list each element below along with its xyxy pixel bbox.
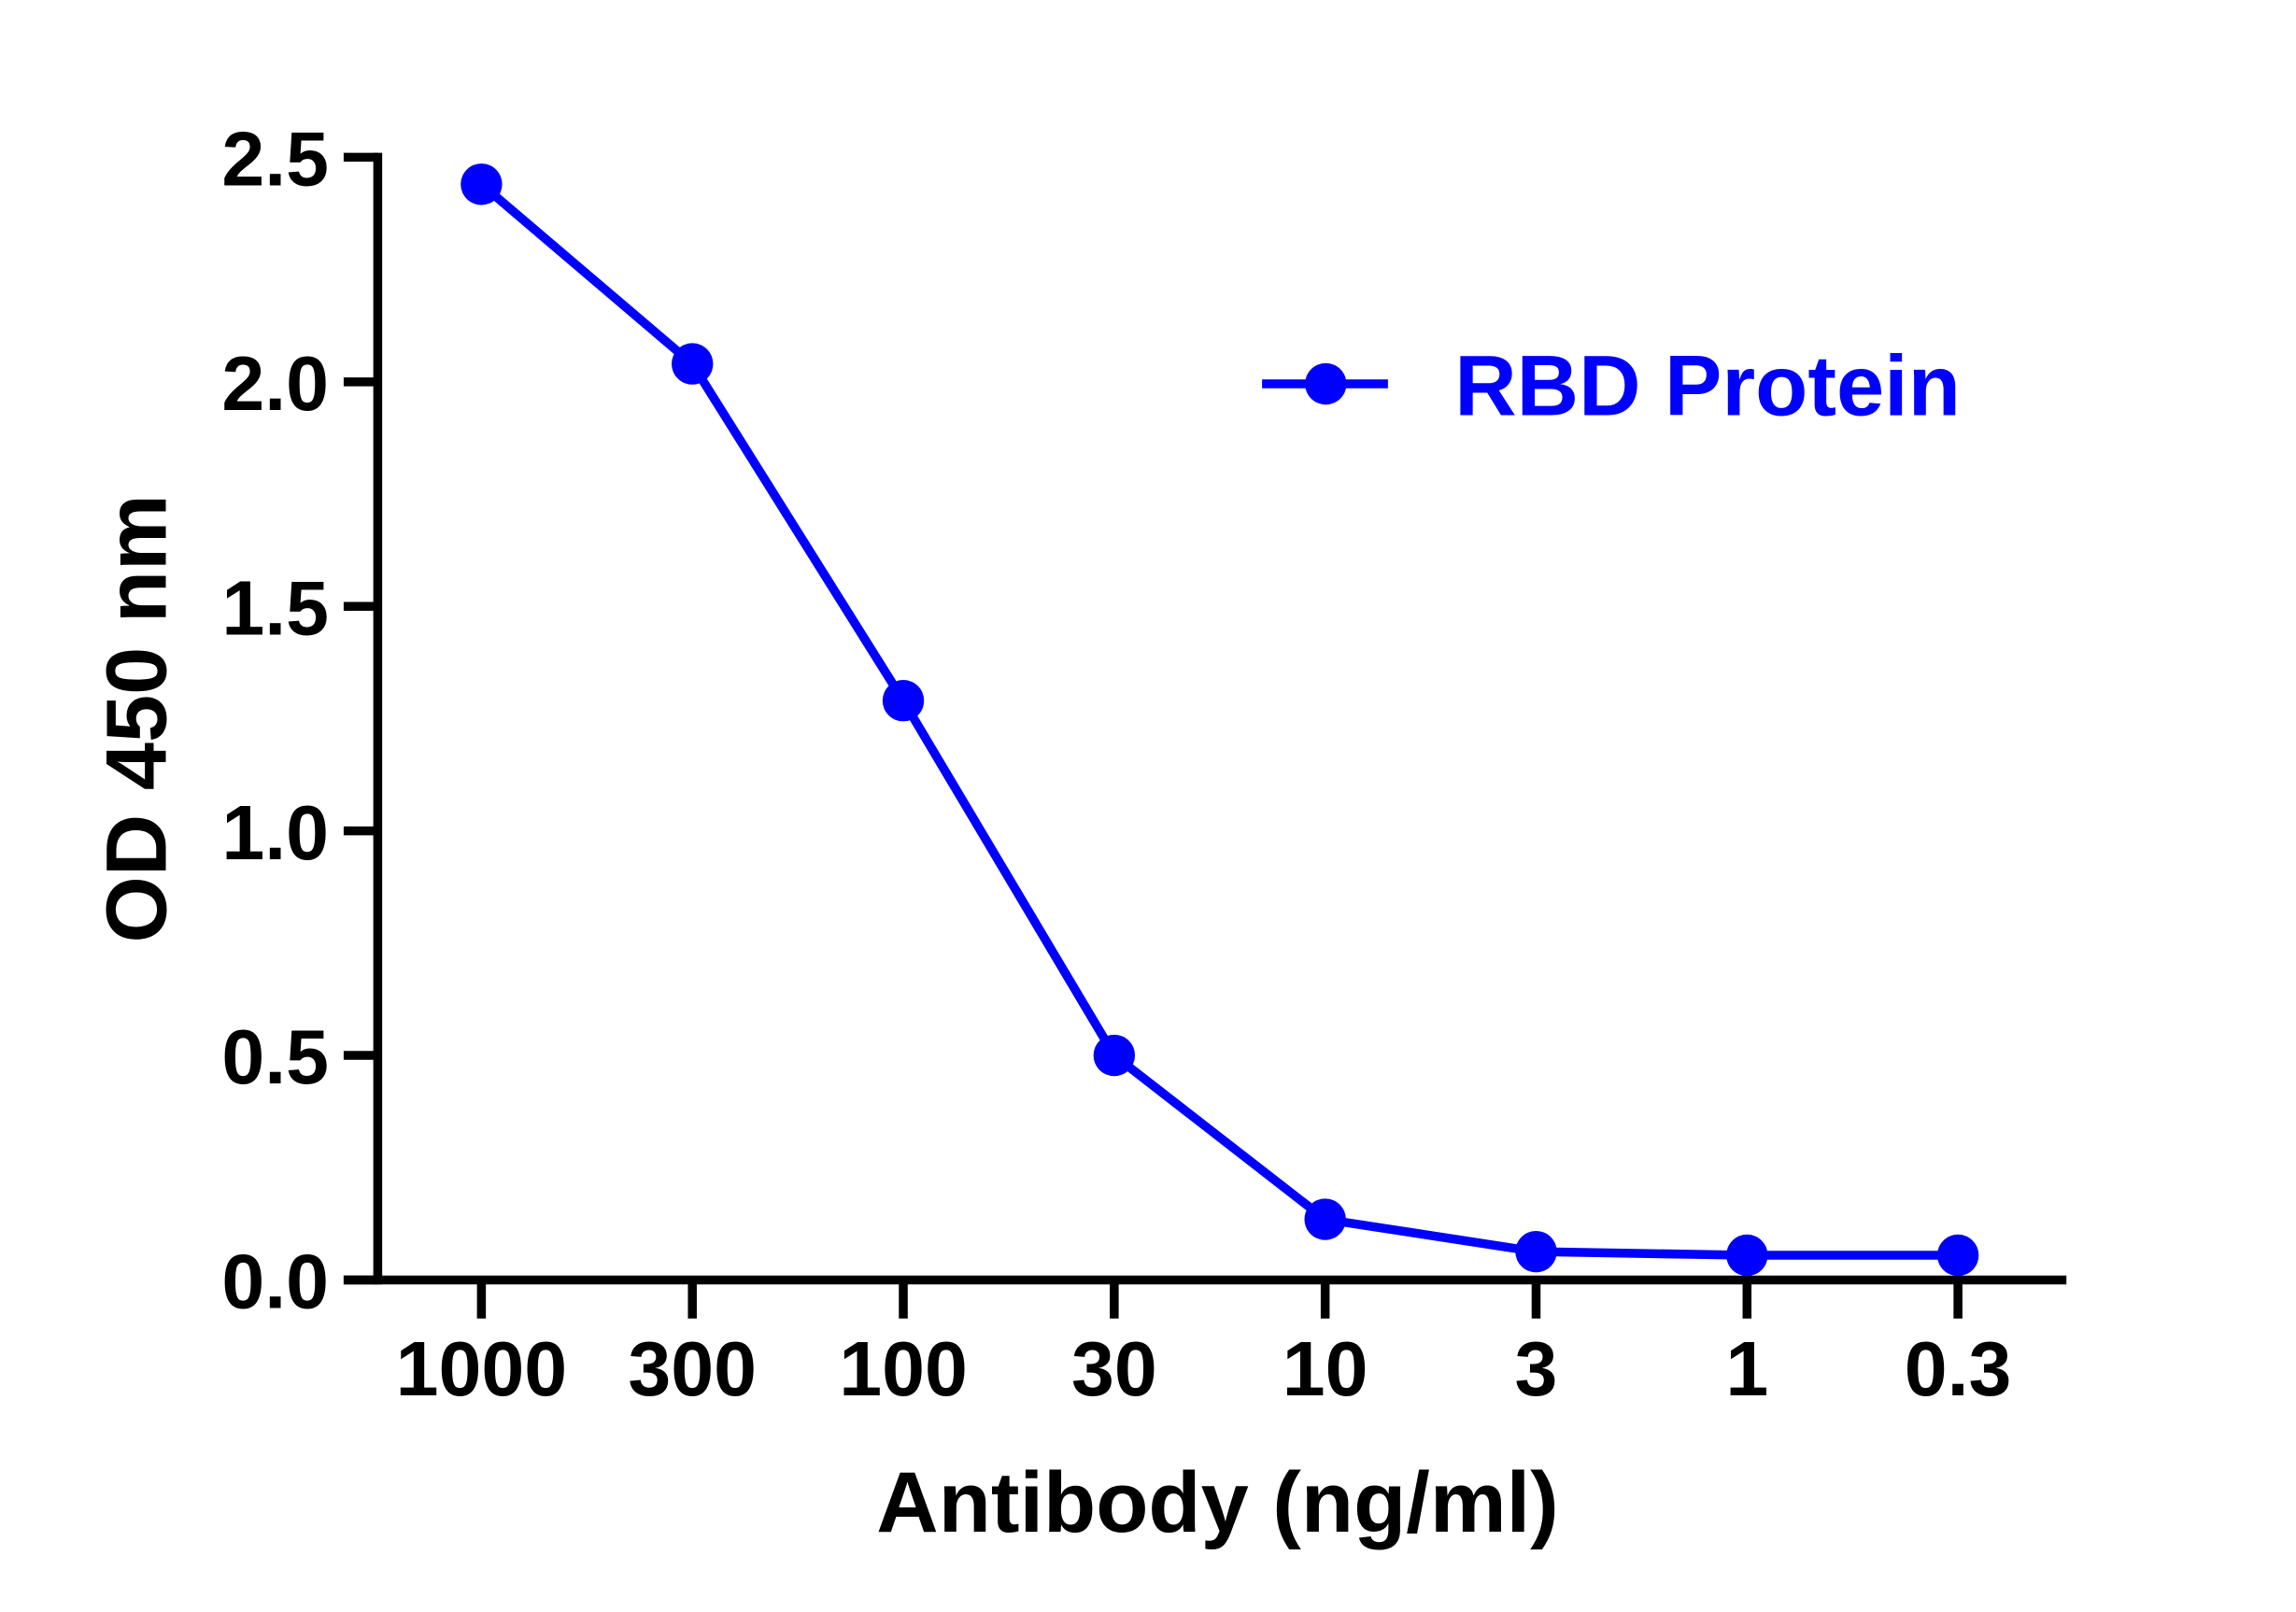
y-tick-label: 2.0 — [221, 341, 329, 427]
x-tick-label: 10 — [1283, 1326, 1368, 1412]
data-point — [1515, 1230, 1557, 1273]
data-point — [1936, 1234, 1979, 1277]
x-tick-label: 30 — [1071, 1326, 1157, 1412]
plot-area — [461, 163, 1979, 1277]
y-tick-label: 0.5 — [221, 1014, 329, 1100]
y-tick-label: 2.5 — [221, 117, 329, 203]
x-axis-label: Antibody (ng/ml) — [876, 1455, 1559, 1550]
x-axis: 1000 300 100 30 10 3 1 0.3 — [343, 1275, 2067, 1412]
x-tick-label: 100 — [839, 1326, 968, 1412]
data-point — [1726, 1234, 1768, 1277]
x-tick-label: 0.3 — [1905, 1326, 2012, 1412]
data-point — [882, 680, 925, 722]
data-point — [672, 343, 714, 385]
y-tick-label: 1.5 — [221, 565, 329, 651]
x-tick-label: 1000 — [396, 1326, 567, 1412]
y-tick-label: 0.0 — [221, 1239, 329, 1325]
legend-label: RBD Protein — [1454, 338, 1961, 433]
x-tick-label: 1 — [1725, 1326, 1768, 1412]
data-point — [461, 163, 503, 205]
series-line — [478, 180, 1959, 1260]
y-axis-label: OD 450 nm — [90, 494, 185, 942]
legend: RBD Protein — [1262, 338, 1961, 433]
legend-marker — [1305, 362, 1347, 405]
x-tick-label: 3 — [1515, 1326, 1558, 1412]
y-axis: 0.0 0.5 1.0 1.5 2.0 2.5 — [221, 117, 383, 1325]
data-point — [1093, 1034, 1136, 1077]
data-point — [1304, 1198, 1346, 1240]
x-tick-label: 300 — [628, 1326, 757, 1412]
y-tick-label: 1.0 — [221, 790, 329, 876]
